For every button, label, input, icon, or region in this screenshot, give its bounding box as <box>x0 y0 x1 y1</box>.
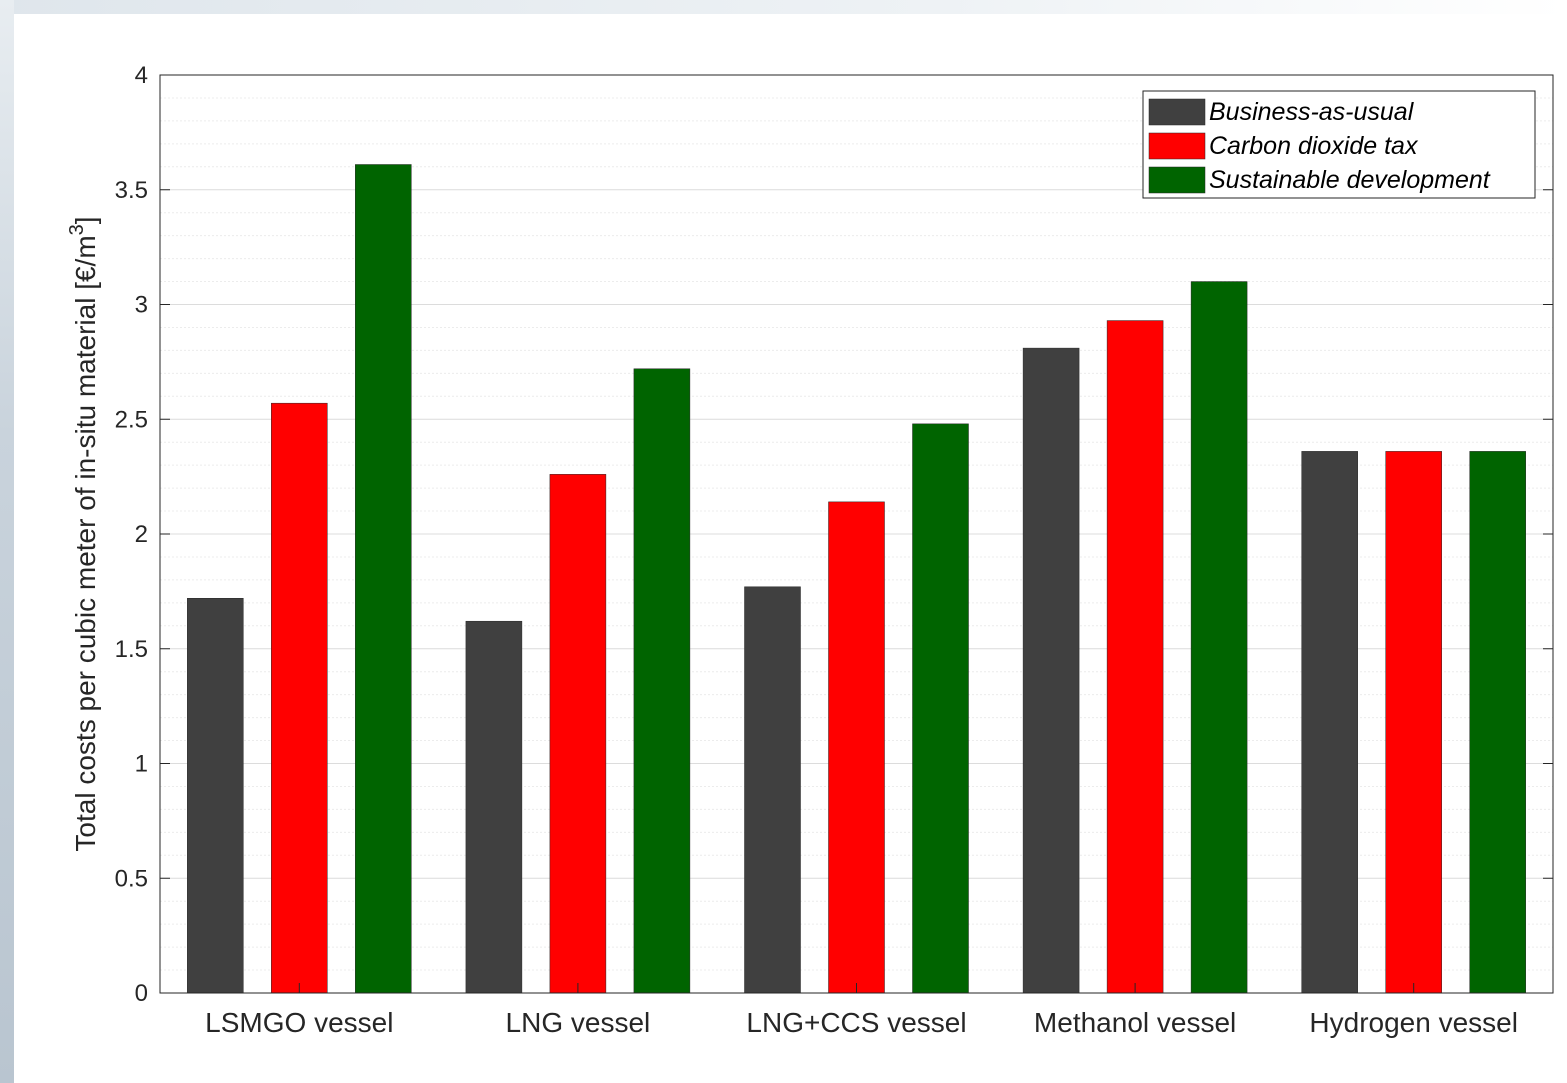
bar-methanol-vessel-carbon-dioxide-tax <box>1106 320 1164 994</box>
x-category-label: LNG vessel <box>506 1007 651 1038</box>
y-axis-label: Total costs per cubic meter of in-situ m… <box>66 216 101 851</box>
x-categories: LSMGO vessel LNG vessel LNG+CCS vessel Meth… <box>205 983 1518 1038</box>
legend-swatch <box>1148 132 1206 160</box>
y-axis-label-superscript: 3 <box>66 224 88 235</box>
x-category-label: LSMGO vessel <box>205 1007 393 1038</box>
y-tick-label: 1.5 <box>115 636 148 663</box>
bar-hydrogen-vessel-carbon-dioxide-tax <box>1385 451 1442 994</box>
bar-lsmgo-vessel-sustainable-development <box>355 164 412 994</box>
y-tick-label: 0 <box>135 980 148 1007</box>
bar-hydrogen-vessel-sustainable-development <box>1469 451 1526 994</box>
x-category-label: Methanol vessel <box>1034 1007 1236 1038</box>
legend-label: Sustainable development <box>1209 166 1491 194</box>
bar-methanol-vessel-sustainable-development <box>1190 281 1248 994</box>
bar-lng-vessel-sustainable-development <box>633 368 691 994</box>
y-tick-label: 2.5 <box>115 406 148 433</box>
y-tick-label: 4 <box>135 62 148 89</box>
bar-methanol-vessel-business-as-usual <box>1022 347 1080 994</box>
legend: Business-as-usual Carbon dioxide tax Susta… <box>1142 90 1536 199</box>
bar-lng-ccs-vessel-business-as-usual <box>744 586 801 994</box>
y-axis-label-main: Total costs per cubic meter of in-situ m… <box>70 235 101 851</box>
legend-label: Business-as-usual <box>1209 98 1415 126</box>
y-tick-label: 1 <box>135 751 148 778</box>
bar-lng-ccs-vessel-carbon-dioxide-tax <box>828 501 885 994</box>
y-tick-label: 0.5 <box>115 865 148 892</box>
y-tick-label: 3 <box>135 292 148 319</box>
x-category-label: LNG+CCS vessel <box>746 1007 966 1038</box>
bar-lsmgo-vessel-business-as-usual <box>187 598 244 994</box>
y-ticks: 0 0.5 1 1.5 2 2.5 3 3.5 4 <box>115 62 1553 1007</box>
y-tick-label: 2 <box>135 521 148 548</box>
x-category-label: Hydrogen vessel <box>1309 1007 1518 1038</box>
bar-lng-vessel-business-as-usual <box>465 620 523 994</box>
bar-lsmgo-vessel-carbon-dioxide-tax <box>271 402 328 994</box>
y-axis-label-close: ] <box>70 216 101 224</box>
legend-box <box>1142 90 1536 199</box>
bar-lng-ccs-vessel-sustainable-development <box>912 423 969 994</box>
legend-label: Carbon dioxide tax <box>1209 132 1419 160</box>
y-tick-label: 3.5 <box>115 177 148 204</box>
bars <box>187 164 1526 994</box>
legend-swatch <box>1148 98 1206 126</box>
bar-lng-vessel-carbon-dioxide-tax <box>549 474 607 994</box>
window-top-strip <box>0 0 1567 14</box>
legend-swatch <box>1148 166 1206 194</box>
bar-hydrogen-vessel-business-as-usual <box>1301 451 1358 994</box>
window-left-strip <box>0 0 14 1083</box>
